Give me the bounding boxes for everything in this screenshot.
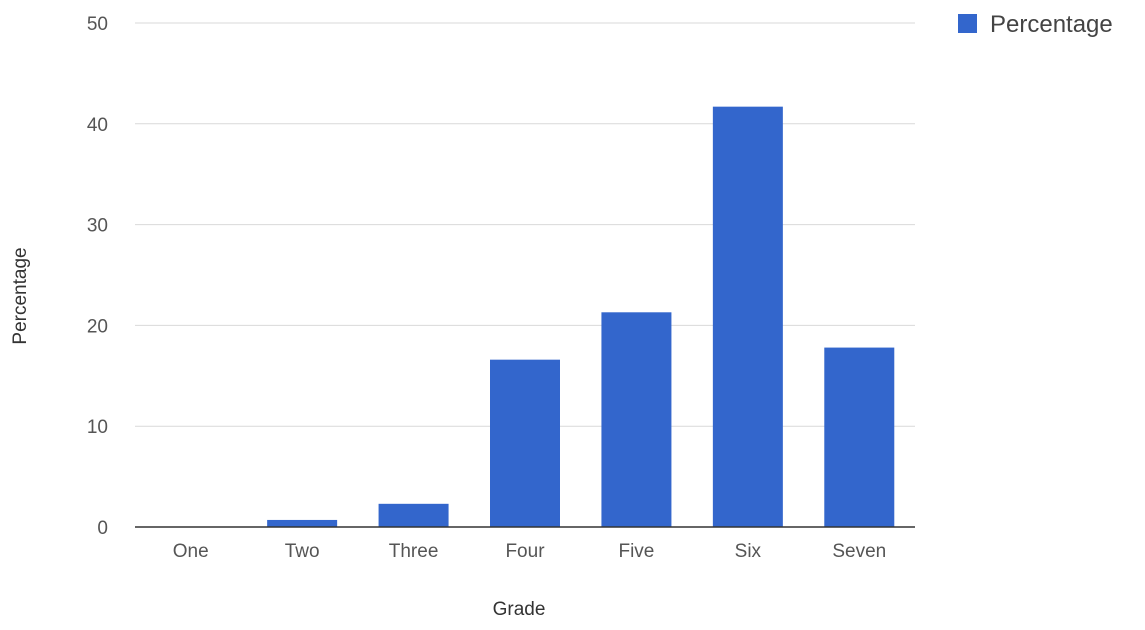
- legend: Percentage: [958, 11, 1113, 38]
- y-tick-label: 40: [87, 115, 108, 136]
- y-axis-title: Percentage: [10, 247, 31, 344]
- x-tick-label: Six: [735, 541, 762, 562]
- x-tick-label: Three: [389, 541, 439, 562]
- gridlines: [135, 22, 915, 427]
- y-tick-label: 0: [97, 518, 108, 539]
- x-axis-title: Grade: [493, 599, 546, 620]
- y-tick-label: 20: [87, 316, 108, 337]
- y-axis-ticks: 0 10 20 30 40 50: [87, 14, 108, 539]
- x-tick-label: Five: [618, 541, 654, 562]
- x-tick-label: One: [173, 541, 209, 562]
- bar-three: [378, 503, 449, 527]
- x-tick-label: Seven: [832, 541, 886, 562]
- y-tick-label: 30: [87, 216, 108, 237]
- y-tick-label: 10: [87, 417, 108, 438]
- bar-four: [490, 359, 560, 527]
- y-tick-label: 50: [87, 14, 108, 35]
- bar-seven: [824, 347, 895, 527]
- bars: [267, 106, 895, 527]
- x-tick-label: Four: [505, 541, 545, 562]
- bar-five: [601, 312, 672, 527]
- legend-label-percentage: Percentage: [990, 11, 1113, 38]
- legend-swatch: [958, 14, 977, 33]
- bar-six: [712, 106, 783, 527]
- x-tick-label: Two: [285, 541, 320, 562]
- x-axis-ticks: One Two Three Four Five Six Seven: [173, 541, 886, 562]
- bar-two: [267, 519, 338, 527]
